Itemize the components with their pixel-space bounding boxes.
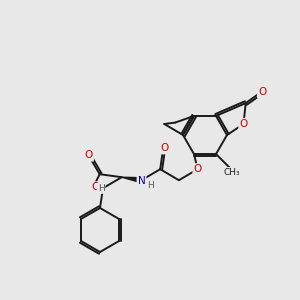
Polygon shape bbox=[122, 177, 142, 183]
Text: O: O bbox=[258, 87, 266, 97]
Text: O: O bbox=[85, 151, 93, 160]
Text: CH₃: CH₃ bbox=[223, 168, 240, 177]
Text: N: N bbox=[138, 176, 146, 186]
Text: H: H bbox=[98, 184, 104, 193]
Text: O: O bbox=[194, 164, 202, 174]
Text: O: O bbox=[239, 119, 247, 129]
Text: H: H bbox=[147, 181, 154, 190]
Text: O: O bbox=[160, 143, 168, 153]
Text: O: O bbox=[91, 182, 99, 192]
